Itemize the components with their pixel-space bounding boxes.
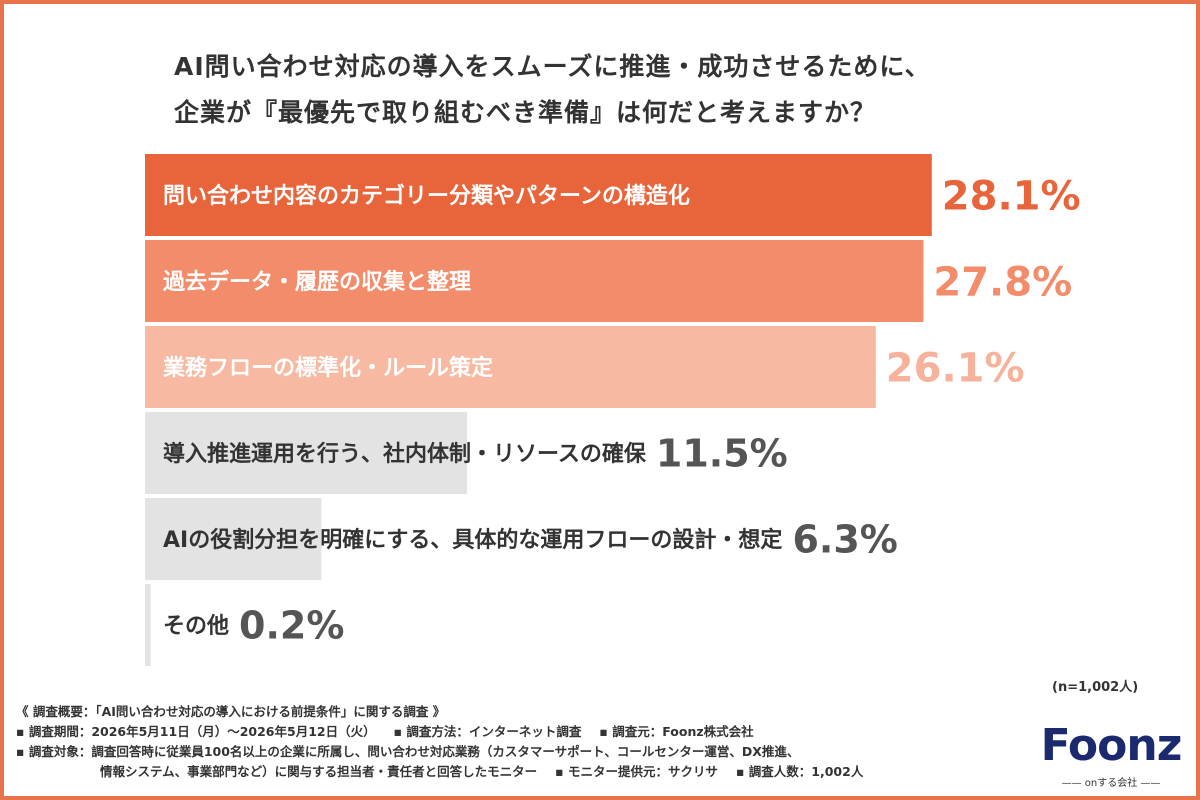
notes-monitor: ▪ モニター提供元：サクリサ [555,764,718,779]
notes-row-4: 情報システム、事業部門など）に関与する担当者・責任者と回答したモニター ▪ モニタ… [16,762,1006,782]
value-label-5: 0.2% [239,604,344,648]
title-line-2: 企業が『最優先で取り組むべき準備』は何だと考えますか？ [174,98,877,127]
bar-label-1: 過去データ・履歴の収集と整理 [163,269,471,295]
chart-title: AI問い合わせ対応の導入をスムーズに推進・成功させるために、 企業が『最優先で取… [174,44,1074,136]
value-label-0: 28.1% [942,173,1081,219]
notes-org: ▪ 調査元：Foonz株式会社 [599,724,754,739]
notes-target: ▪ 調査対象：調査回答時に従業員100名以上の企業に所属し、問い合わせ対応業務（… [16,744,800,759]
logo-tagline: —— onする会社 —— [1061,778,1161,789]
bar-label-0: 問い合わせ内容のカテゴリー分類やパターンの構造化 [163,183,690,209]
notes-target-2: 情報システム、事業部門など）に関与する担当者・責任者と回答したモニター [100,764,538,779]
value-label-1: 27.8% [933,259,1072,305]
bar-4 [145,498,322,580]
notes-method: ▪ 調査方法：インターネット調査 [393,724,582,739]
bar-label-4: AIの役割分担を明確にする、具体的な運用フローの設計・想定 [163,527,782,553]
bar-1 [145,240,924,322]
bar-3 [145,412,467,494]
notes-count: ▪ 調査人数：1,002人 [735,764,864,779]
bar-5 [145,584,151,666]
bar-0 [145,154,932,236]
value-label-4: 6.3% [792,518,897,562]
title-line-1: AI問い合わせ対応の導入をスムーズに推進・成功させるために、 [174,52,931,81]
foonz-logo: Foonz —— onする会社 —— [1036,720,1186,790]
bar-label-3: 導入推進運用を行う、社内体制・リソースの確保 [163,441,647,467]
value-label-3: 11.5% [656,432,788,476]
notes-header: 《 調査概要：「AI問い合わせ対応の導入における前提条件」に関する調査 》 [16,704,446,719]
notes-row-2: ▪ 調査期間：2026年5月11日（月）〜2026年5月12日（火） ▪ 調査方法… [16,722,1006,742]
sample-size: (n=1,002人) [1052,680,1139,695]
bar-label-2: 業務フローの標準化・ルール策定 [163,355,493,381]
logo-name: Foonz [1040,720,1183,771]
notes-period: ▪ 調査期間：2026年5月11日（月）〜2026年5月12日（火） [16,724,376,739]
survey-notes: 《 調査概要：「AI問い合わせ対応の導入における前提条件」に関する調査 》 ▪ … [16,702,1006,782]
value-label-2: 26.1% [886,345,1025,391]
bar-2 [145,326,876,408]
bar-label-5: その他 [163,614,229,639]
